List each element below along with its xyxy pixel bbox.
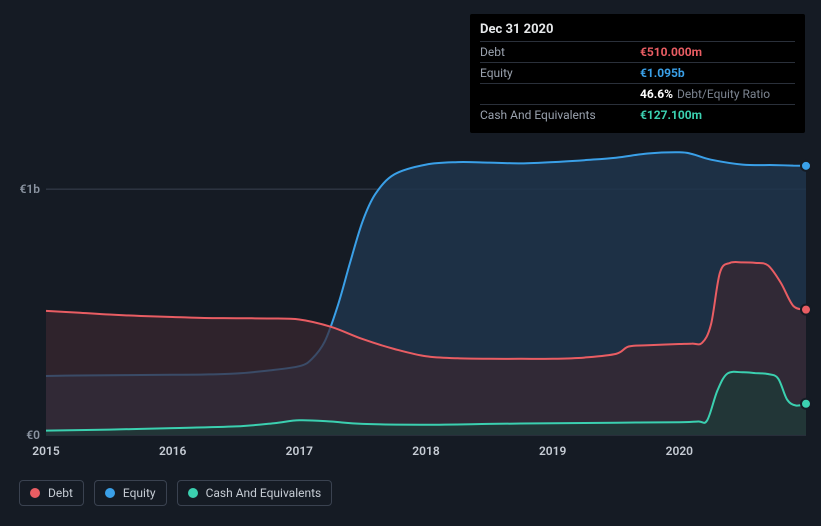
legend-dot-icon <box>105 488 115 498</box>
series-end-marker <box>801 161 811 171</box>
tooltip-row-label <box>480 84 640 105</box>
x-tick-label: 2015 <box>32 444 60 458</box>
y-tick-label: €0 <box>26 428 40 442</box>
legend-item[interactable]: Equity <box>94 480 167 506</box>
tooltip-title: Dec 31 2020 <box>480 20 795 41</box>
tooltip-row-value: €127.100m <box>640 105 795 126</box>
tooltip-row-label: Cash And Equivalents <box>480 105 640 126</box>
tooltip-row-label: Debt <box>480 42 640 63</box>
tooltip-row: Cash And Equivalents€127.100m <box>480 105 795 126</box>
x-tick-label: 2016 <box>159 444 187 458</box>
series-end-marker <box>801 399 811 409</box>
tooltip-table: Debt€510.000mEquity€1.095b46.6%Debt/Equi… <box>480 41 795 125</box>
tooltip-row: 46.6%Debt/Equity Ratio <box>480 84 795 105</box>
legend-label: Equity <box>123 486 156 500</box>
tooltip-row: Equity€1.095b <box>480 63 795 84</box>
legend-item[interactable]: Debt <box>19 480 84 506</box>
x-tick-label: 2020 <box>666 444 694 458</box>
legend-label: Debt <box>48 486 73 500</box>
series-end-marker <box>801 305 811 315</box>
x-tick-label: 2018 <box>412 444 440 458</box>
legend-dot-icon <box>188 488 198 498</box>
tooltip-row-value: 46.6%Debt/Equity Ratio <box>640 84 795 105</box>
tooltip-row-value: €1.095b <box>640 63 795 84</box>
chart-tooltip: Dec 31 2020 Debt€510.000mEquity€1.095b46… <box>470 14 805 133</box>
tooltip-row-value: €510.000m <box>640 42 795 63</box>
financials-area-chart: €0 €1b 2015 2016 2017 2018 2019 2020 Dec 31 202… <box>0 0 821 526</box>
chart-legend: Debt Equity Cash And Equivalents <box>19 480 332 506</box>
legend-dot-icon <box>30 488 40 498</box>
legend-label: Cash And Equivalents <box>206 486 322 500</box>
legend-item[interactable]: Cash And Equivalents <box>177 480 333 506</box>
tooltip-row: Debt€510.000m <box>480 42 795 63</box>
y-tick-label: €1b <box>20 182 41 196</box>
x-tick-label: 2019 <box>539 444 567 458</box>
x-tick-label: 2017 <box>286 444 314 458</box>
tooltip-row-suffix: Debt/Equity Ratio <box>677 87 770 101</box>
tooltip-row-label: Equity <box>480 63 640 84</box>
